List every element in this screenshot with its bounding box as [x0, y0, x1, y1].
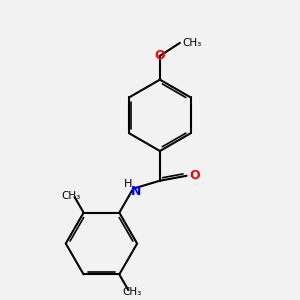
- Text: CH₃: CH₃: [122, 286, 142, 297]
- Text: CH₃: CH₃: [61, 190, 80, 200]
- Text: N: N: [131, 185, 141, 198]
- Text: CH₃: CH₃: [182, 38, 201, 48]
- Text: O: O: [189, 169, 200, 182]
- Text: H: H: [124, 179, 132, 189]
- Text: O: O: [154, 50, 165, 62]
